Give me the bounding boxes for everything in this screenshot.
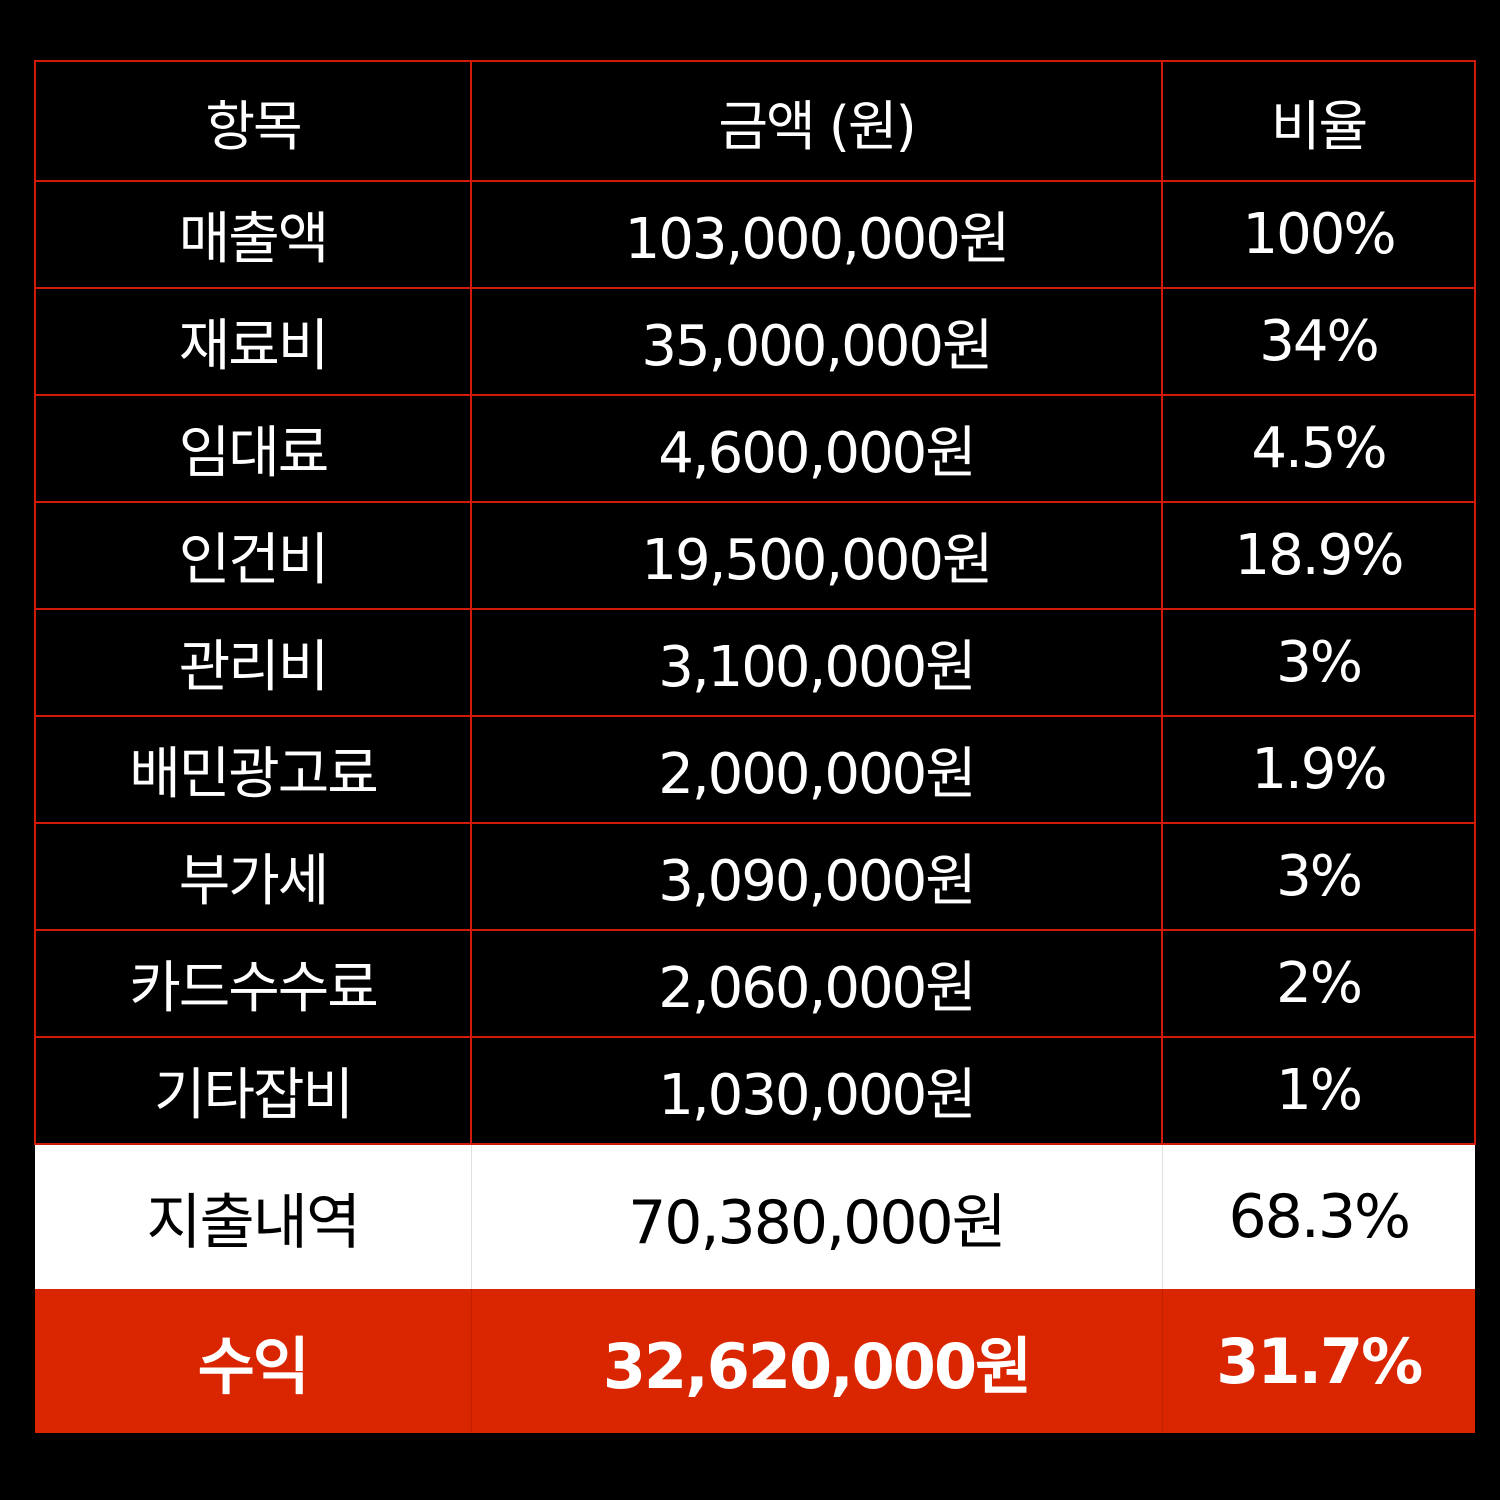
table-header-row: 항목 금액 (원) 비율	[34, 60, 1476, 182]
row-ratio: 1%	[1161, 1036, 1476, 1145]
total-ratio: 68.3%	[1162, 1143, 1475, 1289]
table-row: 임대료 4,600,000원 4.5%	[34, 394, 1476, 503]
row-amount: 3,100,000원	[470, 608, 1163, 717]
total-amount: 70,380,000원	[470, 1143, 1163, 1289]
row-amount: 3,090,000원	[470, 822, 1163, 931]
row-ratio: 3%	[1161, 608, 1476, 717]
table-row: 배민광고료 2,000,000원 1.9%	[34, 715, 1476, 824]
profit-row: 수익 32,620,000원 31.7%	[35, 1289, 1475, 1433]
expense-table-container: 항목 금액 (원) 비율 매출액 103,000,000원 100% 재료비 3…	[34, 60, 1476, 1433]
row-item: 배민광고료	[34, 715, 472, 824]
row-ratio: 4.5%	[1161, 394, 1476, 503]
row-item: 매출액	[34, 180, 472, 289]
row-amount: 4,600,000원	[470, 394, 1163, 503]
table-row: 관리비 3,100,000원 3%	[34, 608, 1476, 717]
table-row: 인건비 19,500,000원 18.9%	[34, 501, 1476, 610]
total-item: 지출내역	[35, 1143, 471, 1289]
table-row: 카드수수료 2,060,000원 2%	[34, 929, 1476, 1038]
profit-ratio: 31.7%	[1162, 1289, 1475, 1433]
row-ratio: 34%	[1161, 287, 1476, 396]
row-amount: 2,060,000원	[470, 929, 1163, 1038]
row-ratio: 18.9%	[1161, 501, 1476, 610]
row-amount: 1,030,000원	[470, 1036, 1163, 1145]
row-ratio: 1.9%	[1161, 715, 1476, 824]
row-item: 인건비	[34, 501, 472, 610]
row-amount: 103,000,000원	[470, 180, 1163, 289]
row-amount: 19,500,000원	[470, 501, 1163, 610]
row-ratio: 2%	[1161, 929, 1476, 1038]
row-item: 임대료	[34, 394, 472, 503]
row-item: 기타잡비	[34, 1036, 472, 1145]
row-ratio: 100%	[1161, 180, 1476, 289]
row-item: 카드수수료	[34, 929, 472, 1038]
profit-item: 수익	[35, 1289, 471, 1433]
row-item: 관리비	[34, 608, 472, 717]
table-row: 부가세 3,090,000원 3%	[34, 822, 1476, 931]
table-row: 매출액 103,000,000원 100%	[34, 180, 1476, 289]
row-ratio: 3%	[1161, 822, 1476, 931]
table-row: 재료비 35,000,000원 34%	[34, 287, 1476, 396]
header-item: 항목	[34, 60, 472, 182]
total-expense-row: 지출내역 70,380,000원 68.3%	[35, 1143, 1475, 1289]
row-item: 재료비	[34, 287, 472, 396]
row-item: 부가세	[34, 822, 472, 931]
row-amount: 35,000,000원	[470, 287, 1163, 396]
row-amount: 2,000,000원	[470, 715, 1163, 824]
table-row: 기타잡비 1,030,000원 1%	[34, 1036, 1476, 1145]
expense-table: 항목 금액 (원) 비율 매출액 103,000,000원 100% 재료비 3…	[34, 60, 1476, 1433]
header-ratio: 비율	[1161, 60, 1476, 182]
header-amount: 금액 (원)	[470, 60, 1163, 182]
profit-amount: 32,620,000원	[470, 1289, 1163, 1433]
